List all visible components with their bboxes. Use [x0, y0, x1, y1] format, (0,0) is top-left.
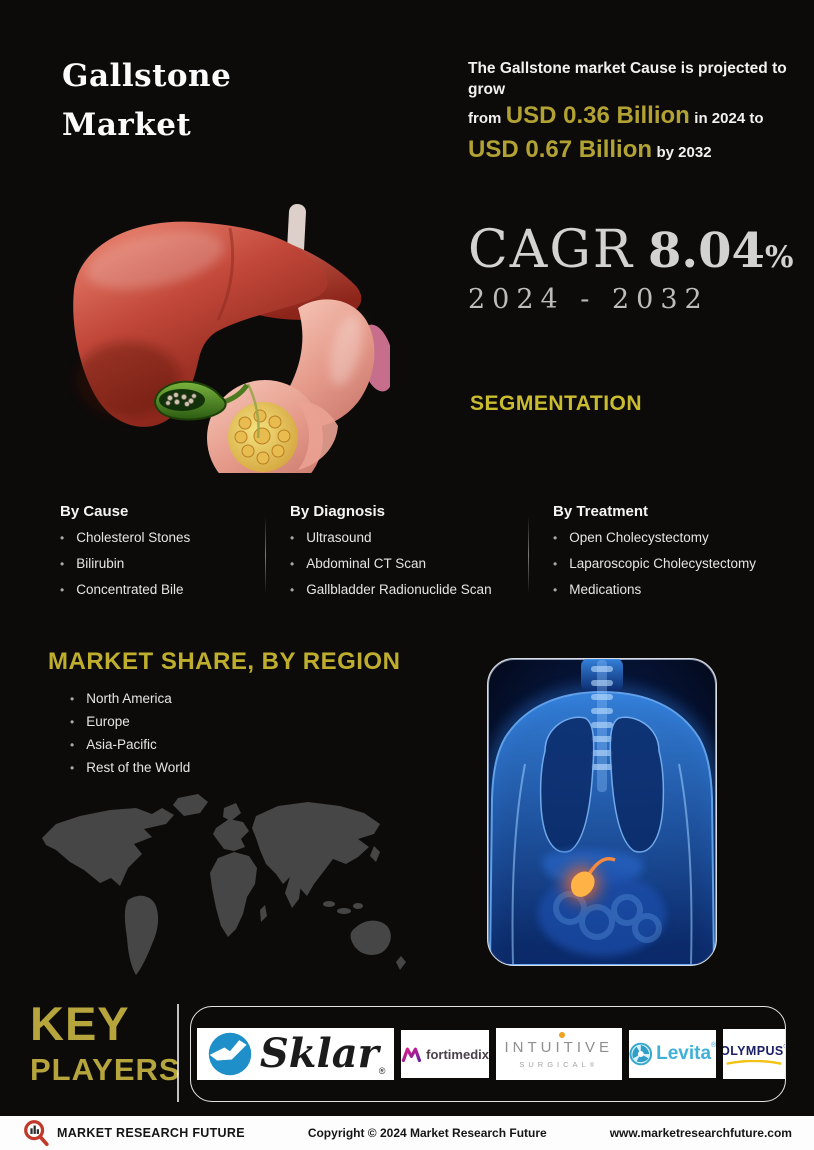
fortimedix-m-icon [402, 1047, 422, 1063]
column-divider [528, 516, 529, 594]
olympus-wordmark: OLYMPUS [723, 1044, 784, 1058]
list-item: Open Cholecystectomy [553, 531, 798, 545]
registered-mark: ® [711, 1042, 717, 1049]
list-item: Cholesterol Stones [60, 531, 265, 545]
registered-mark: ® [784, 1045, 785, 1051]
registered-mark: ® [589, 1063, 599, 1069]
levita-swirl-icon [629, 1042, 652, 1066]
mrf-magnifier-icon [24, 1120, 49, 1147]
list-item: Bilirubin [60, 557, 265, 571]
sklar-globe-icon [208, 1032, 252, 1076]
segment-column-title: By Cause [60, 503, 129, 520]
logo-fortimedix: fortimedix [401, 1030, 489, 1078]
footer-website-link[interactable]: www.marketresearchfuture.com [609, 1126, 792, 1140]
segment-column-title: By Treatment [553, 503, 649, 520]
market-share-heading: MARKET SHARE, BY REGION [48, 648, 401, 675]
fortimedix-wordmark: fortimedix [426, 1046, 489, 1062]
intuitive-wordmark: INTUITIVE [505, 1032, 614, 1056]
footer-brand-text: MARKET RESEARCH FUTURE [57, 1126, 245, 1140]
cagr-value: 8.04 [648, 223, 765, 279]
key-players-heading: KEY PLAYERS [30, 998, 181, 1090]
cagr-period: 2024 - 2032 [468, 284, 709, 315]
list-item: Medications [553, 583, 798, 597]
logo-levita: Levita ® [628, 1030, 717, 1078]
region-list: North America Europe Asia-Pacific Rest o… [70, 692, 190, 784]
key-players-line1: KEY [30, 997, 130, 1050]
projection-line2: from USD 0.36 Billion in 2024 to [468, 100, 808, 134]
page-title-line1: Gallstone [62, 58, 232, 94]
vertical-divider [177, 1004, 179, 1102]
list-item: North America [70, 692, 190, 706]
cagr-block: CAGR 8.04 % 2024 - 2032 [468, 220, 793, 315]
sklar-wordmark: Sklar [259, 1030, 379, 1077]
projection-line3: USD 0.67 Billion by 2032 [468, 134, 808, 168]
registered-mark: ® [378, 1066, 386, 1076]
by-year: by 2032 [656, 144, 712, 161]
world-map-silhouette [42, 794, 406, 975]
projection-line1: The Gallstone market Cause is projected … [468, 60, 787, 98]
value-2032: USD 0.67 Billion [468, 136, 653, 163]
intuitive-dot-icon [558, 1032, 565, 1038]
cagr-percent-sign: % [764, 240, 794, 275]
list-item: Rest of the World [70, 761, 190, 775]
key-players-line2: PLAYERS [30, 1052, 181, 1087]
liver-gallbladder-illustration [73, 204, 390, 473]
logo-olympus: OLYMPUS® [723, 1029, 785, 1079]
segment-column-title: By Diagnosis [290, 503, 386, 520]
column-divider [265, 516, 266, 594]
footer-brand: MARKET RESEARCH FUTURE [22, 1119, 245, 1147]
list-item: Abdominal CT Scan [290, 557, 525, 571]
levita-wordmark: Levita [656, 1043, 712, 1064]
blue-xray-torso-image [487, 658, 717, 966]
list-item: Ultrasound [290, 531, 525, 545]
footer-bar: MARKET RESEARCH FUTURE Copyright © 2024 … [0, 1116, 814, 1150]
logo-sklar: Sklar ® [197, 1028, 395, 1080]
market-projection-text: The Gallstone market Cause is projected … [468, 58, 808, 168]
value-2024: USD 0.36 Billion [505, 102, 690, 129]
from-word: from [468, 110, 502, 127]
list-item: Concentrated Bile [60, 583, 265, 597]
list-item: Laparoscopic Cholecystectomy [553, 557, 798, 571]
page-title: Gallstone Market [62, 52, 231, 150]
logo-intuitive-surgical: INTUITIVE SURGICAL® [495, 1028, 622, 1080]
footer-copyright: Copyright © 2024 Market Research Future [307, 1126, 547, 1140]
cagr-label: CAGR [468, 220, 635, 280]
segment-column-treatment: By Treatment Open Cholecystectomy Laparo… [553, 503, 798, 609]
list-item: Gallbladder Radionuclide Scan [290, 583, 525, 597]
list-item: Europe [70, 715, 190, 729]
segment-column-cause: By Cause Cholesterol Stones Bilirubin Co… [60, 503, 265, 609]
segmentation-heading: SEGMENTATION [470, 392, 643, 415]
page-title-line2: Market [62, 107, 192, 143]
list-item: Asia-Pacific [70, 738, 190, 752]
key-players-logo-panel: Sklar ® fortimedix INTUITIVE SURGICAL® [190, 1006, 786, 1102]
surgical-wordmark: SURGICAL® [519, 1060, 599, 1069]
olympus-underline-swoosh [726, 1060, 782, 1065]
in-year-to: in 2024 to [694, 110, 764, 127]
segment-column-diagnosis: By Diagnosis Ultrasound Abdominal CT Sca… [290, 503, 525, 609]
